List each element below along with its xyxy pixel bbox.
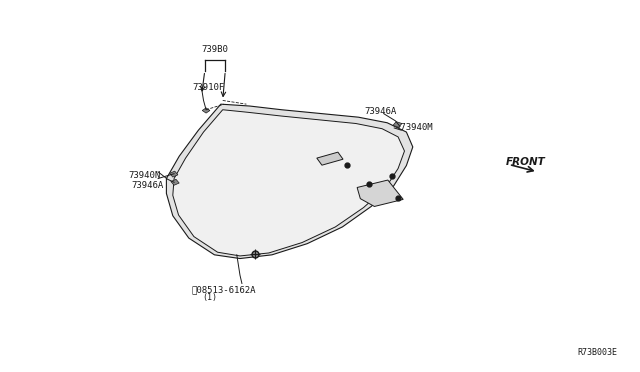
Polygon shape	[170, 171, 178, 177]
Polygon shape	[171, 179, 179, 185]
Polygon shape	[202, 108, 210, 113]
Text: 73910F: 73910F	[192, 83, 224, 92]
Text: Ⓝ08513-6162A: Ⓝ08513-6162A	[192, 285, 257, 294]
Polygon shape	[357, 180, 403, 206]
Polygon shape	[166, 104, 413, 259]
Text: 73946A: 73946A	[131, 181, 163, 190]
Polygon shape	[173, 110, 404, 256]
Text: 73940N: 73940N	[128, 171, 160, 180]
Text: -73940M: -73940M	[396, 123, 433, 132]
Polygon shape	[317, 152, 343, 165]
Polygon shape	[393, 122, 402, 127]
Text: (1): (1)	[202, 293, 218, 302]
Text: FRONT: FRONT	[506, 157, 545, 167]
Text: 739B0: 739B0	[202, 45, 228, 54]
Text: R73B003E: R73B003E	[578, 348, 618, 357]
Text: 73946A: 73946A	[365, 107, 397, 116]
